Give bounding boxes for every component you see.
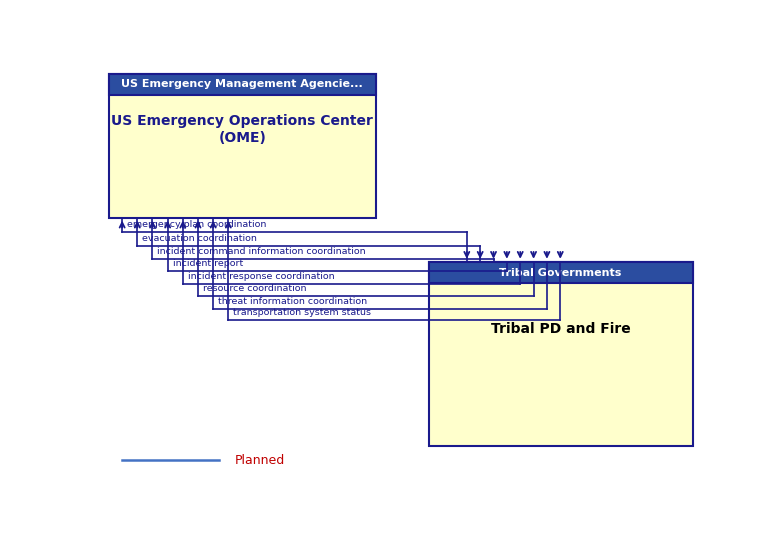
Text: resource coordination: resource coordination (203, 285, 306, 293)
Text: US Emergency Management Agencie...: US Emergency Management Agencie... (121, 79, 363, 90)
Text: US Emergency Operations Center
(OME): US Emergency Operations Center (OME) (111, 115, 373, 144)
Text: emergency plan coordination: emergency plan coordination (127, 220, 266, 230)
Bar (109, 73, 376, 95)
Text: evacuation coordination: evacuation coordination (143, 234, 257, 243)
Bar (109, 73, 376, 218)
Bar (428, 262, 693, 446)
Text: incident report: incident report (172, 260, 243, 268)
Text: threat information coordination: threat information coordination (218, 296, 367, 306)
Text: Planned: Planned (234, 454, 285, 467)
Text: Tribal PD and Fire: Tribal PD and Fire (491, 322, 630, 336)
Text: incident response coordination: incident response coordination (188, 272, 334, 281)
Text: incident command information coordination: incident command information coordinatio… (157, 247, 366, 256)
Bar (428, 262, 693, 283)
Text: transportation system status: transportation system status (233, 308, 371, 317)
Text: Tribal Governments: Tribal Governments (500, 268, 622, 277)
